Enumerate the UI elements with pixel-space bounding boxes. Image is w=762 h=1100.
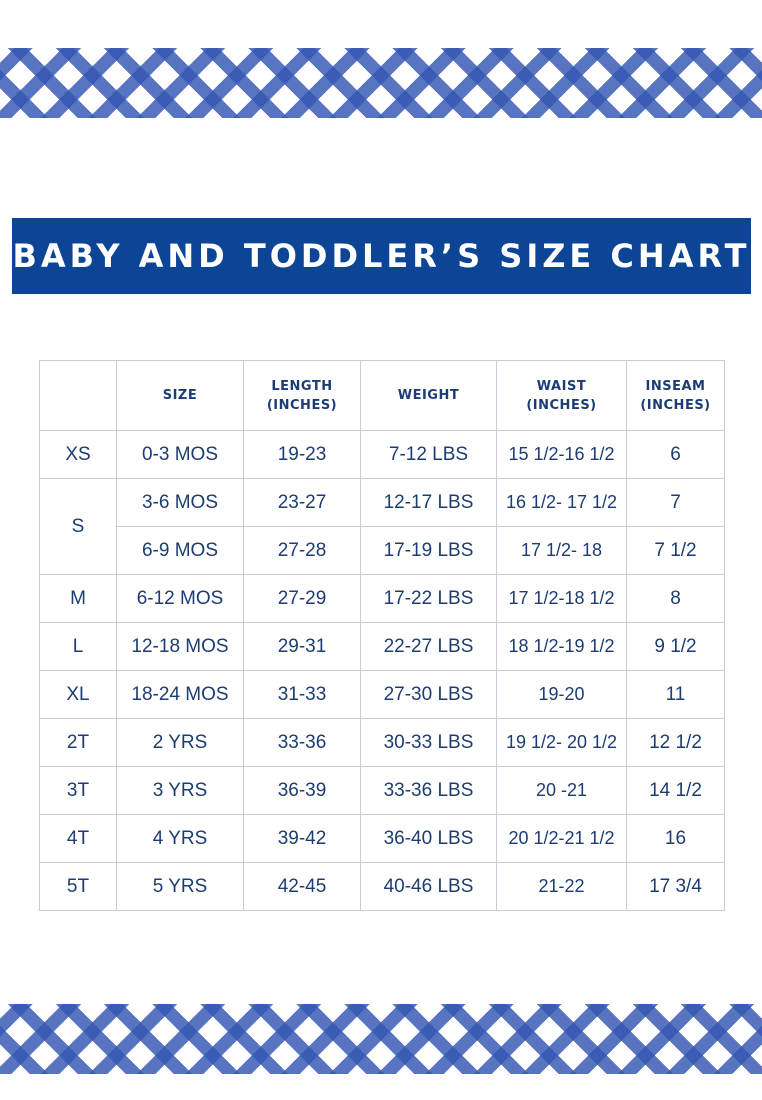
length-cell: 29-31 xyxy=(243,622,361,671)
weight-cell: 40-46 LBS xyxy=(360,862,497,911)
header-size: SIZE xyxy=(116,360,244,431)
size-chart-table: SIZE LENGTH (INCHES) WEIGHT WAIST (INCHES)… xyxy=(39,360,725,911)
waist-cell: 21-22 xyxy=(496,862,627,911)
header-length: LENGTH (INCHES) xyxy=(243,360,361,431)
inseam-cell: 16 xyxy=(626,814,725,863)
size-cell: 12-18 MOS xyxy=(116,622,244,671)
waist-cell: 20 1/2-21 1/2 xyxy=(496,814,627,863)
header-inseam: INSEAM (INCHES) xyxy=(626,360,725,431)
row-label: M xyxy=(39,574,117,623)
row-label: 2T xyxy=(39,718,117,767)
row-label: L xyxy=(39,622,117,671)
weight-cell: 12-17 LBS xyxy=(360,478,497,527)
row-label: XS xyxy=(39,430,117,479)
length-cell: 19-23 xyxy=(243,430,361,479)
size-cell: 6-12 MOS xyxy=(116,574,244,623)
weight-cell: 22-27 LBS xyxy=(360,622,497,671)
length-cell: 27-29 xyxy=(243,574,361,623)
waist-cell: 17 1/2-18 1/2 xyxy=(496,574,627,623)
row-label: 5T xyxy=(39,862,117,911)
table-row: S 3-6 MOS 23-27 12-17 LBS 16 1/2- 17 1/2… xyxy=(39,478,725,575)
row-label: XL xyxy=(39,670,117,719)
waist-cell: 17 1/2- 18 xyxy=(496,526,627,575)
weight-cell: 33-36 LBS xyxy=(360,766,497,815)
size-cell: 5 YRS xyxy=(116,862,244,911)
inseam-cell: 12 1/2 xyxy=(626,718,725,767)
table-row: XL 18-24 MOS 31-33 27-30 LBS 19-20 11 xyxy=(39,670,725,719)
weight-cell: 30-33 LBS xyxy=(360,718,497,767)
row-label: 3T xyxy=(39,766,117,815)
inseam-cell: 7 xyxy=(626,478,725,527)
size-cell: 6-9 MOS xyxy=(116,526,244,575)
waist-cell: 18 1/2-19 1/2 xyxy=(496,622,627,671)
table-row: 5T 5 YRS 42-45 40-46 LBS 21-22 17 3/4 xyxy=(39,862,725,911)
inseam-cell: 6 xyxy=(626,430,725,479)
weight-cell: 7-12 LBS xyxy=(360,430,497,479)
waist-cell: 16 1/2- 17 1/2 xyxy=(496,478,627,527)
length-cell: 42-45 xyxy=(243,862,361,911)
row-label: 4T xyxy=(39,814,117,863)
header-waist: WAIST (INCHES) xyxy=(496,360,627,431)
header-weight: WEIGHT xyxy=(360,360,497,431)
waist-cell: 19-20 xyxy=(496,670,627,719)
inseam-cell: 11 xyxy=(626,670,725,719)
page-title: BABY AND TODDLER’S SIZE CHART xyxy=(12,237,751,275)
table-row: L 12-18 MOS 29-31 22-27 LBS 18 1/2-19 1/… xyxy=(39,622,725,671)
gingham-border-top xyxy=(0,48,762,118)
inseam-cell: 14 1/2 xyxy=(626,766,725,815)
length-cell: 33-36 xyxy=(243,718,361,767)
table-row: 3T 3 YRS 36-39 33-36 LBS 20 -21 14 1/2 xyxy=(39,766,725,815)
title-banner: BABY AND TODDLER’S SIZE CHART xyxy=(12,218,751,294)
length-cell: 23-27 xyxy=(243,478,361,527)
inseam-cell: 8 xyxy=(626,574,725,623)
row-label: S xyxy=(39,478,117,575)
weight-cell: 17-22 LBS xyxy=(360,574,497,623)
inseam-cell: 7 1/2 xyxy=(626,526,725,575)
size-cell: 3 YRS xyxy=(116,766,244,815)
length-cell: 31-33 xyxy=(243,670,361,719)
weight-cell: 36-40 LBS xyxy=(360,814,497,863)
size-cell: 2 YRS xyxy=(116,718,244,767)
header-cell-label xyxy=(39,360,117,431)
weight-cell: 17-19 LBS xyxy=(360,526,497,575)
header-row: SIZE LENGTH (INCHES) WEIGHT WAIST (INCHES)… xyxy=(39,360,725,431)
waist-cell: 20 -21 xyxy=(496,766,627,815)
length-cell: 36-39 xyxy=(243,766,361,815)
table-row: XS 0-3 MOS 19-23 7-12 LBS 15 1/2-16 1/2 … xyxy=(39,430,725,479)
length-cell: 39-42 xyxy=(243,814,361,863)
weight-cell: 27-30 LBS xyxy=(360,670,497,719)
gingham-border-bottom xyxy=(0,1004,762,1074)
table-row: 6-9 MOS 27-28 17-19 LBS 17 1/2- 18 7 1/2 xyxy=(40,526,725,575)
table-row: 4T 4 YRS 39-42 36-40 LBS 20 1/2-21 1/2 1… xyxy=(39,814,725,863)
table-row: M 6-12 MOS 27-29 17-22 LBS 17 1/2-18 1/2… xyxy=(39,574,725,623)
size-cell: 3-6 MOS xyxy=(116,478,244,527)
waist-cell: 19 1/2- 20 1/2 xyxy=(496,718,627,767)
length-cell: 27-28 xyxy=(243,526,361,575)
waist-cell: 15 1/2-16 1/2 xyxy=(496,430,627,479)
inseam-cell: 9 1/2 xyxy=(626,622,725,671)
inseam-cell: 17 3/4 xyxy=(626,862,725,911)
size-cell: 4 YRS xyxy=(116,814,244,863)
size-cell: 0-3 MOS xyxy=(116,430,244,479)
size-cell: 18-24 MOS xyxy=(116,670,244,719)
table-row: 2T 2 YRS 33-36 30-33 LBS 19 1/2- 20 1/2 … xyxy=(39,718,725,767)
